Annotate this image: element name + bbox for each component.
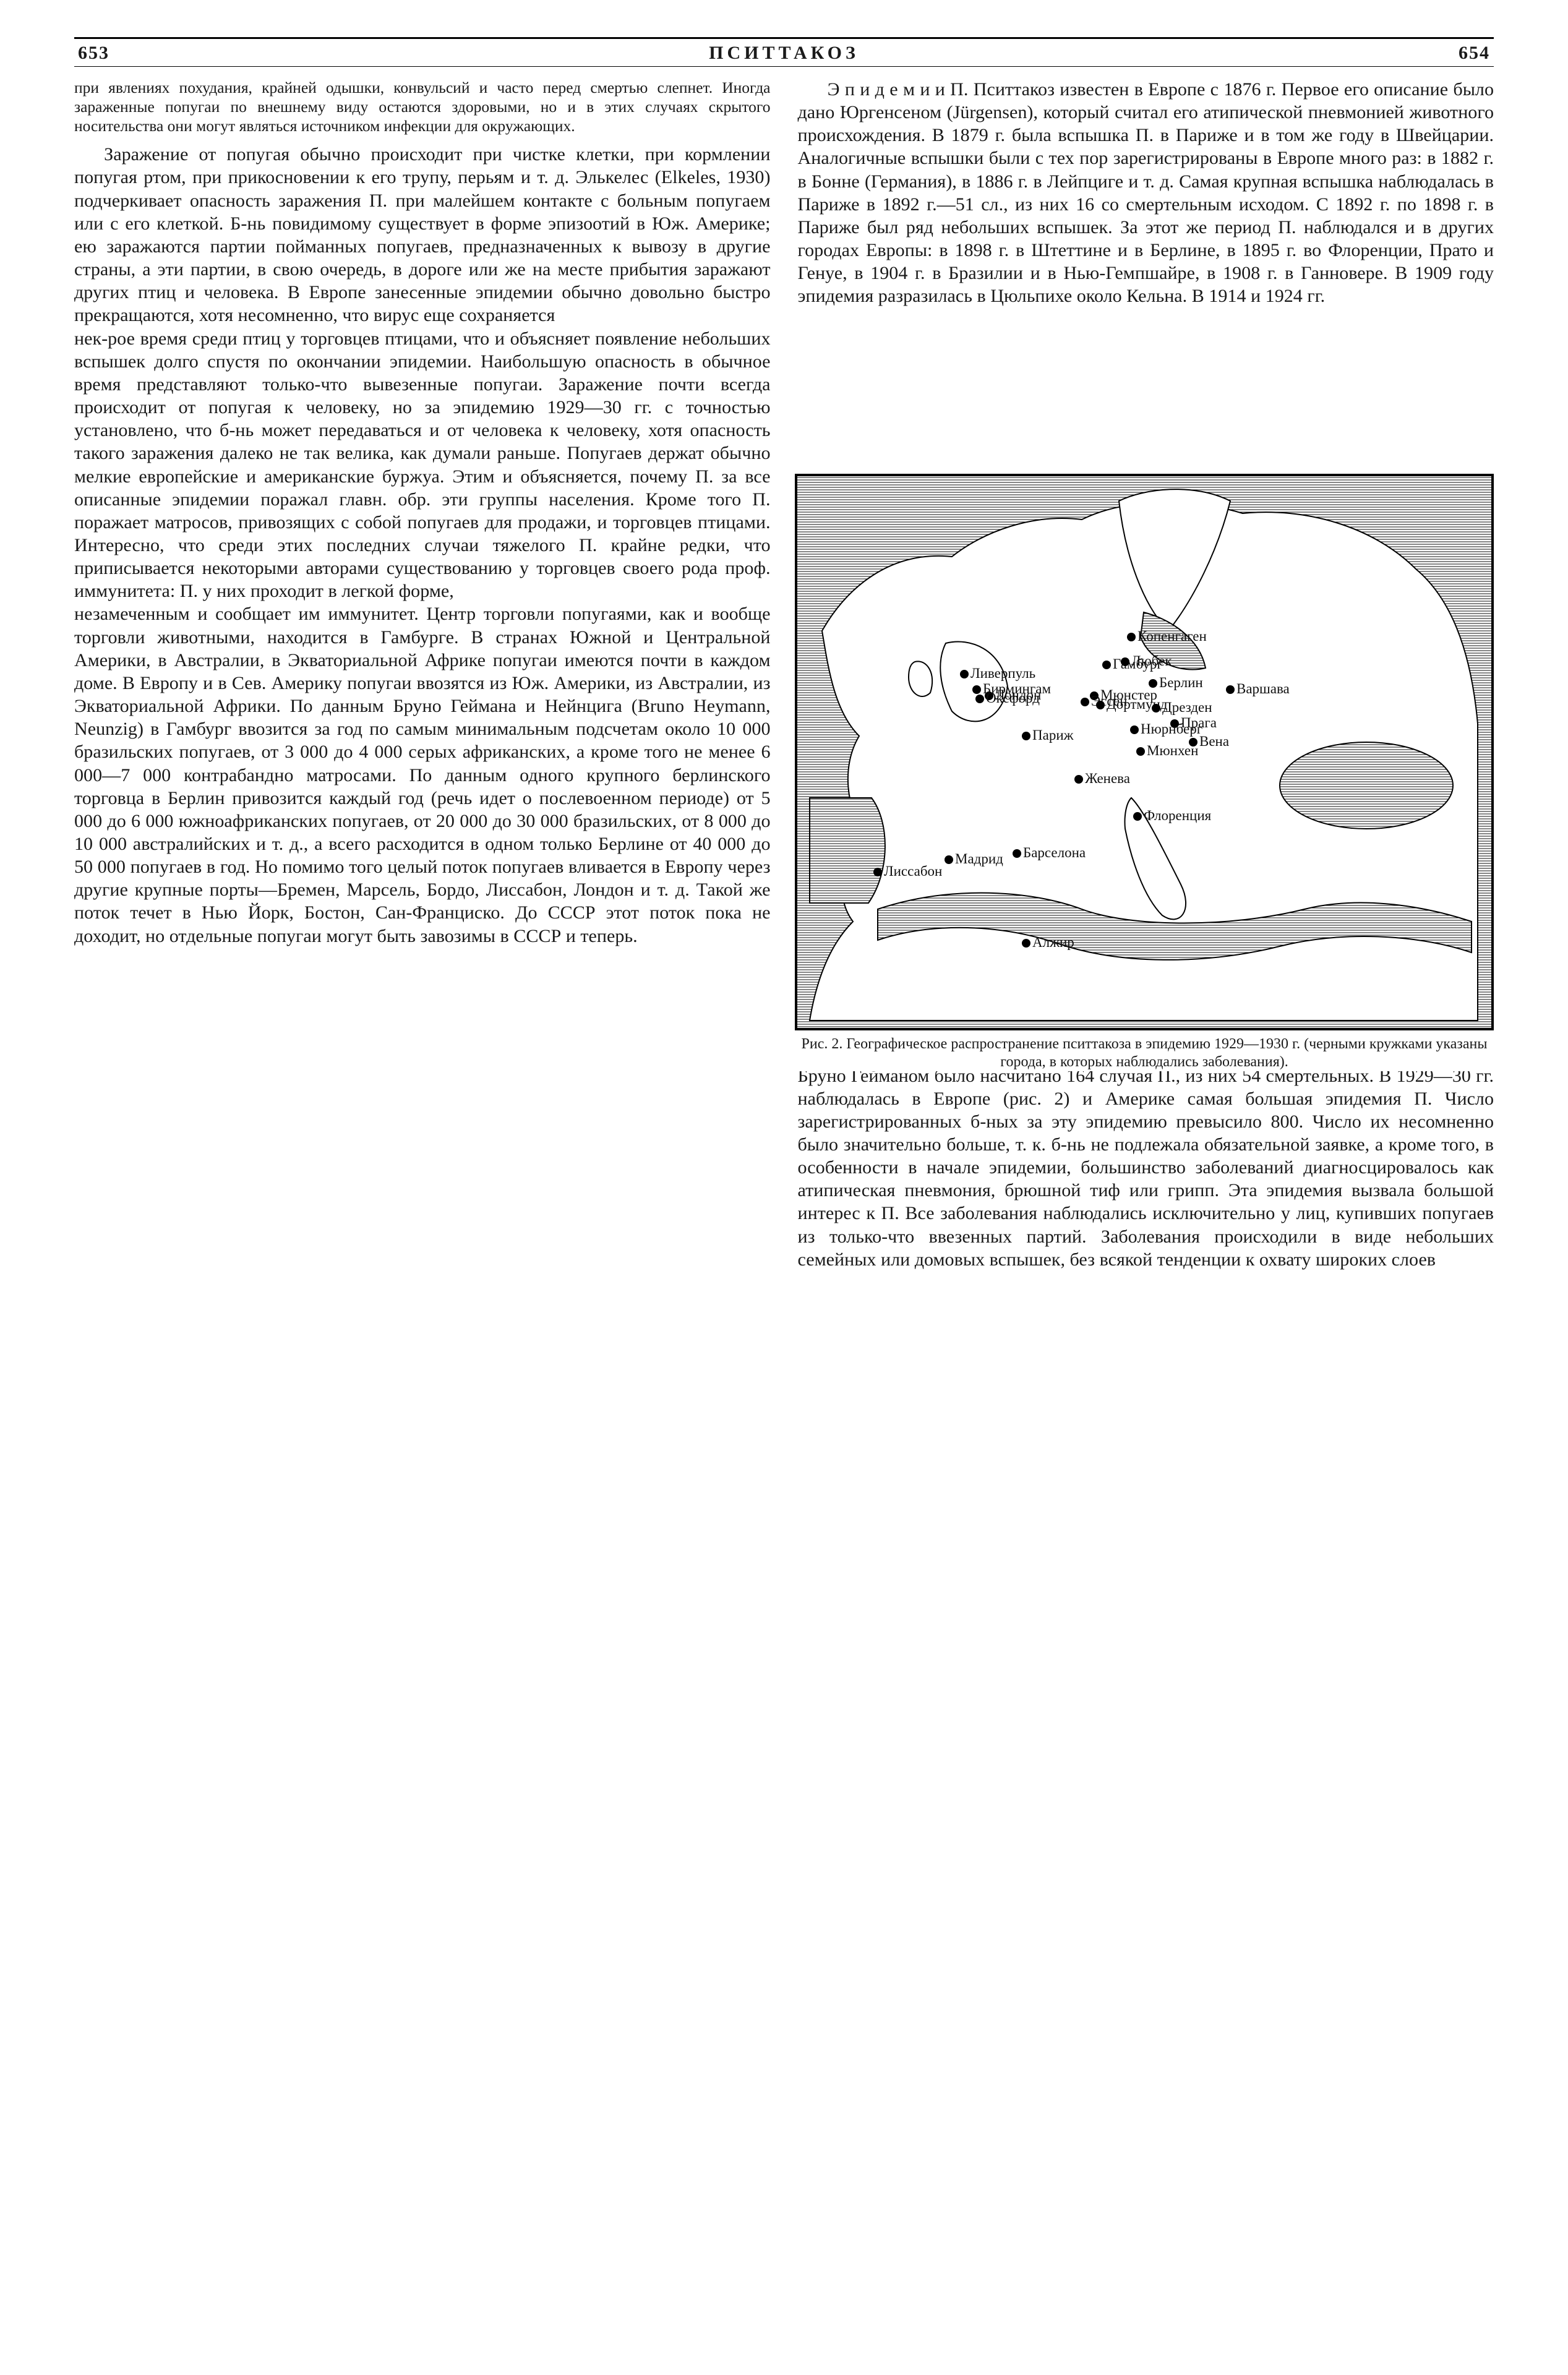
city-label: Женева [1085,771,1130,786]
page: 653 ПСИТТАКОЗ 654 [0,0,1568,2329]
city-dot [1136,747,1145,756]
city-label: Оксфорд [986,690,1040,706]
p1b: нек-рое время среди птиц у торговцев пти… [74,327,771,603]
city-label: Дрезден [1162,700,1212,715]
page-number-left: 653 [78,43,109,64]
running-title: ПСИТТАКОЗ [709,43,859,64]
top-rule-thick [74,37,1494,39]
map-svg: ЛондонЛиверпульГамбургБирмингамМюнстерБе… [797,476,1491,1028]
p1c: незамеченным и сообщает им иммунитет. Це… [74,602,771,947]
top-rule-thin [74,66,1494,67]
city-dot [1152,704,1160,712]
figure-caption: Рис. 2. Географическое распространение п… [795,1030,1494,1071]
city-dot [1121,657,1129,666]
city-dot [1102,661,1111,669]
city-dot [1127,633,1136,641]
city-dot [1022,939,1030,948]
city-dot [1022,732,1030,740]
city-dot [960,670,969,678]
city-dot [945,855,953,864]
city-label: Алжир [1032,935,1074,950]
city-dot [1130,725,1139,734]
narrow-wrap: нек-рое время среди птиц у торговцев пти… [74,327,771,603]
city-label: Флоренция [1144,808,1212,823]
city-label: Барселона [1023,845,1086,860]
city-dot [1081,698,1089,706]
city-dot [1189,738,1197,747]
city-dot [1226,685,1235,694]
city-dot [1096,701,1105,709]
map-europe: ЛондонЛиверпульГамбургБирмингамМюнстерБе… [795,474,1494,1030]
city-label: Берлин [1159,675,1203,690]
running-header: 653 ПСИТТАКОЗ 654 [74,43,1494,66]
p-lead: при явлениях похудания, крайней одышки, … [74,78,771,135]
city-label: Вена [1199,734,1229,749]
city-label: Париж [1032,727,1074,743]
figure-2: ЛондонЛиверпульГамбургБирмингамМюнстерБе… [795,474,1494,1071]
city-dot [1149,679,1157,688]
city-dot [972,685,981,694]
city-dot [975,695,984,703]
text-columns: при явлениях похудания, крайней одышки, … [74,78,1494,2280]
city-dot [1013,849,1021,858]
p2a: Э п и д е м и и П. Пситтакоз известен в … [798,78,1494,308]
city-label: Мадрид [955,851,1003,867]
p1a: Заражение от попугая обычно происходит п… [74,143,771,327]
city-label: Ливерпуль [970,665,1035,681]
city-label: Любек [1131,653,1172,669]
city-dot [1133,812,1142,821]
city-label: Варшава [1236,681,1290,696]
city-label: Нюрнберг [1141,721,1202,737]
city-label: Копенгаген [1137,628,1207,644]
city-label: Лиссабон [884,863,942,879]
body-wrap: ЛондонЛиверпульГамбургБирмингамМюнстерБе… [74,78,1494,2280]
page-number-right: 654 [1459,43,1490,64]
city-dot [1074,775,1083,784]
city-dot [873,868,882,876]
